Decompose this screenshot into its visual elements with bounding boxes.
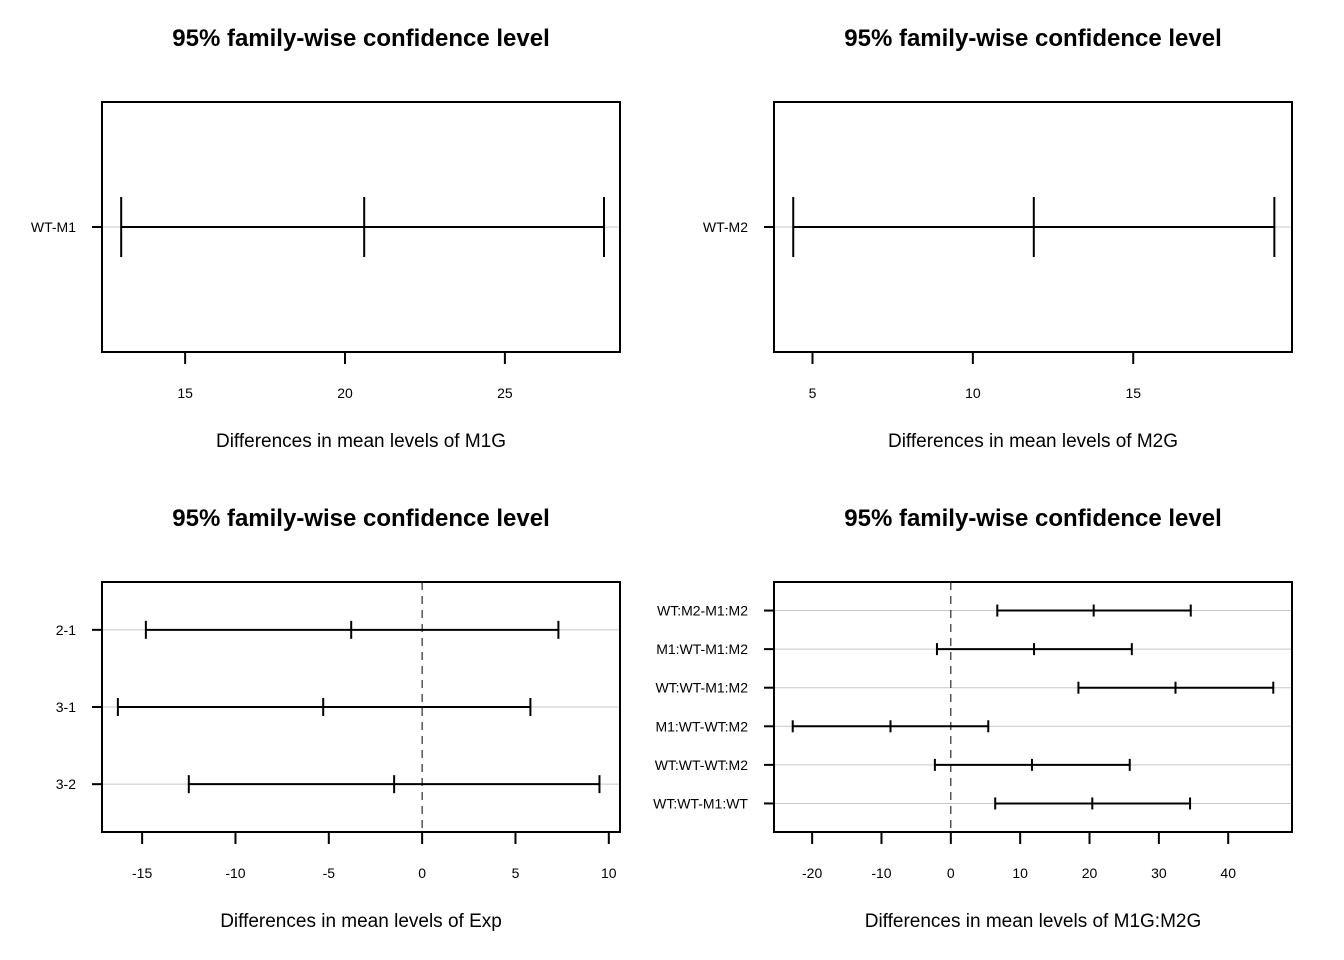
x-tick-label: 30: [1151, 865, 1167, 881]
x-axis-label: Differences in mean levels of M2G: [888, 431, 1178, 452]
x-axis-label: Differences in mean levels of M1G: [216, 431, 506, 452]
x-tick-label: 20: [1082, 865, 1098, 881]
x-tick-label: -10: [871, 865, 891, 881]
category-label: WT:WT-WT:M2: [655, 757, 749, 773]
x-axis-label: Differences in mean levels of Exp: [220, 911, 502, 932]
category-label: WT:M2-M1:M2: [657, 603, 748, 619]
category-label: 3-1: [56, 699, 76, 715]
plot-frame: [773, 581, 1293, 833]
x-tick-label: 10: [1012, 865, 1028, 881]
x-tick-label: 15: [177, 385, 193, 401]
x-tick-label: 20: [337, 385, 353, 401]
x-tick-label: 5: [809, 385, 817, 401]
x-tick-label: 0: [947, 865, 955, 881]
category-label: WT-M1: [31, 219, 76, 235]
x-tick-label: 5: [512, 865, 520, 881]
category-label: M1:WT-M1:M2: [656, 641, 748, 657]
category-label: WT:WT-M1:M2: [655, 680, 748, 696]
x-tick-label: 25: [497, 385, 513, 401]
category-label: 3-2: [56, 776, 76, 792]
x-tick-label: 10: [965, 385, 981, 401]
panel-title: 95% family-wise confidence level: [172, 505, 550, 532]
x-tick-label: -5: [323, 865, 336, 881]
category-label: 2-1: [56, 622, 76, 638]
panel-title: 95% family-wise confidence level: [844, 25, 1222, 52]
x-tick-label: -20: [802, 865, 822, 881]
x-tick-label: 15: [1125, 385, 1141, 401]
category-label: WT-M2: [703, 219, 748, 235]
x-axis-label: Differences in mean levels of M1G:M2G: [865, 911, 1202, 932]
x-tick-label: -15: [132, 865, 152, 881]
plot-frame: [101, 101, 621, 353]
category-label: M1:WT-WT:M2: [655, 718, 748, 734]
x-tick-label: 40: [1220, 865, 1236, 881]
x-tick-label: 0: [418, 865, 426, 881]
plot-frame: [773, 101, 1293, 353]
panel-title: 95% family-wise confidence level: [844, 505, 1222, 532]
x-tick-label: -10: [225, 865, 245, 881]
category-label: WT:WT-M1:WT: [653, 795, 748, 811]
plot-frame: [101, 581, 621, 833]
panel-title: 95% family-wise confidence level: [172, 25, 550, 52]
x-tick-label: 10: [601, 865, 617, 881]
